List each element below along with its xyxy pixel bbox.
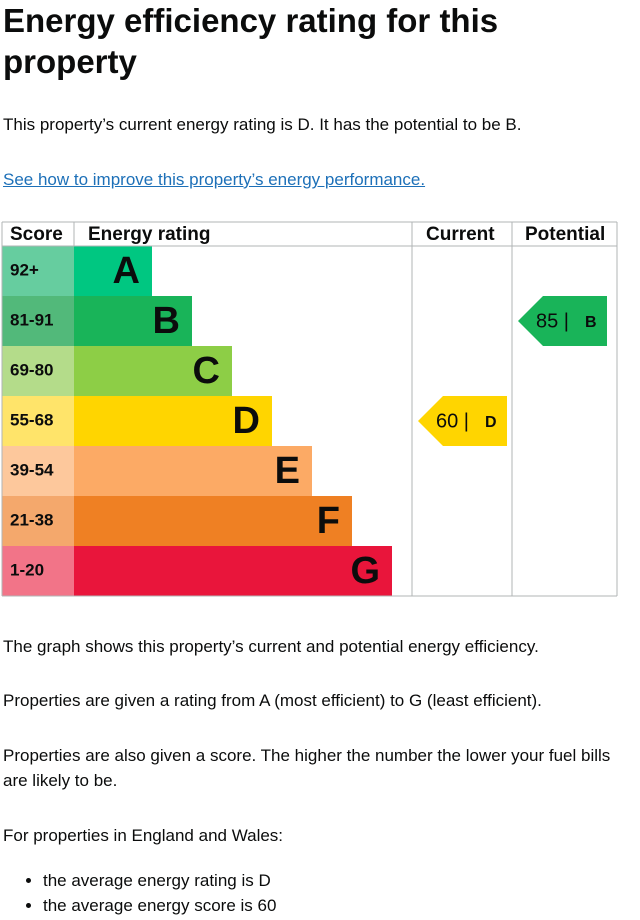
- potential-score: 85 |: [536, 310, 569, 332]
- score-label: 21-38: [10, 510, 53, 529]
- potential-arrow: [518, 296, 607, 346]
- bullet: the average energy rating is D: [43, 868, 276, 893]
- paragraph: The graph shows this property’s current …: [3, 637, 539, 656]
- score-label: 39-54: [10, 460, 54, 479]
- rating-bar: [74, 396, 272, 446]
- rating-letter: B: [153, 300, 180, 342]
- score-cell: [2, 446, 74, 496]
- rating-letter: D: [233, 400, 260, 442]
- link-row: See how to improve this property’s energ…: [3, 167, 618, 192]
- column-header: Energy rating: [88, 224, 210, 245]
- score-label: 92+: [10, 260, 39, 279]
- epc-table: Score Energy rating Current Potential 92+ A 81…: [1, 221, 618, 597]
- current-arrow: [418, 396, 507, 446]
- score-cell: [2, 246, 74, 296]
- rating-letter: F: [317, 500, 340, 542]
- score-cell: [2, 546, 74, 596]
- rating-letter: G: [350, 550, 380, 592]
- column-header: Score: [10, 224, 63, 245]
- potential-band: B: [585, 314, 597, 331]
- rating-letter: C: [193, 350, 220, 392]
- rating-bar: [74, 296, 192, 346]
- current-band: D: [485, 414, 497, 431]
- rating-bar: [74, 446, 312, 496]
- rating-bar: [74, 246, 152, 296]
- rating-letter: A: [113, 250, 140, 292]
- column-header: Potential: [525, 224, 605, 245]
- column-header: Current: [426, 224, 495, 245]
- current-score: 60 |: [436, 410, 469, 432]
- paragraph: Properties are also given a score. The h…: [3, 746, 611, 790]
- rating-bar: [74, 546, 392, 596]
- score-cell: [2, 346, 74, 396]
- page-title: Energy efficiency rating for this proper…: [3, 2, 499, 80]
- rating-bar: [74, 346, 232, 396]
- score-cell: [2, 496, 74, 546]
- score-label: 55-68: [10, 410, 53, 429]
- rating-bar: [74, 496, 352, 546]
- summary: This property’s current energy rating is…: [3, 115, 522, 134]
- score-cell: [2, 396, 74, 446]
- score-cell: [2, 296, 74, 346]
- paragraph: For properties in England and Wales:: [3, 826, 284, 845]
- bullet-list: the average energy rating is D the avera…: [3, 868, 276, 918]
- improve-link[interactable]: See how to improve this property’s energ…: [3, 170, 426, 189]
- paragraph: Properties are given a rating from A (mo…: [3, 691, 542, 710]
- score-label: 1-20: [10, 560, 44, 579]
- rating-letter: E: [275, 450, 300, 492]
- bullet: the average energy score is 60: [43, 893, 276, 918]
- score-label: 81-91: [10, 310, 53, 329]
- score-label: 69-80: [10, 360, 53, 379]
